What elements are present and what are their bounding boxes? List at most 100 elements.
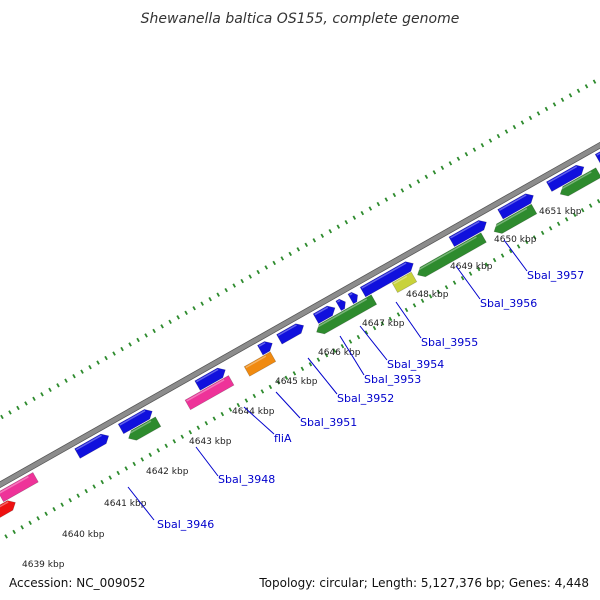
gene-label-leader	[359, 325, 388, 361]
inner-dot	[348, 339, 353, 344]
orange-gene-shine	[245, 355, 267, 369]
inner-dot	[420, 298, 425, 304]
inner-dot	[12, 529, 16, 535]
inner-dot	[548, 226, 553, 231]
forward-cds-shape	[359, 261, 414, 298]
outer-dot	[64, 378, 68, 383]
outer-dot	[104, 355, 108, 361]
inner-dot	[564, 217, 569, 222]
outer-dot	[80, 369, 84, 374]
outer-dot	[240, 278, 244, 284]
outer-dot	[256, 269, 260, 275]
outer-dot	[8, 410, 12, 415]
kbp-tick-label: 4639 kbp	[22, 560, 65, 570]
gene-label-leader	[339, 335, 365, 376]
inner-dot	[428, 294, 433, 299]
gene-label: Sbal_3951	[300, 416, 357, 429]
gene-label: Sbal_3956	[480, 297, 537, 310]
outer-dot	[136, 337, 140, 343]
forward-cds-shine	[361, 262, 407, 289]
inner-dot	[324, 353, 329, 358]
inner-dot	[84, 488, 88, 494]
gene-label-layer: Sbal_3946 Sbal_3948 fliA Sbal_3951 Sbal_3952…	[127, 239, 584, 531]
forward-cds	[335, 298, 346, 312]
kbp-tick-label: 4646 kbp	[318, 348, 361, 358]
magenta-gene-shine	[0, 476, 29, 494]
inner-dot	[260, 389, 265, 394]
reverse-cds	[315, 294, 378, 335]
inner-dot	[124, 466, 129, 471]
inner-dot	[268, 384, 273, 390]
kbp-tick-label: 4641 kbp	[104, 499, 147, 509]
inner-dot	[524, 239, 529, 245]
inner-dot	[236, 402, 241, 408]
outer-dot	[320, 233, 325, 238]
inner-dot	[20, 525, 24, 530]
reverse-cds-shape	[316, 294, 378, 335]
forward-cds-shine	[277, 324, 297, 337]
kbp-tick-label: 4645 kbp	[275, 377, 318, 387]
gene-label: Sbal_3948	[218, 473, 275, 486]
inner-dot	[356, 334, 361, 340]
outer-dot	[192, 306, 196, 311]
inner-dot	[332, 348, 337, 353]
outer-dot	[144, 333, 148, 338]
genome-backbone-layer	[0, 141, 600, 489]
inner-dot	[212, 416, 217, 421]
gene-label-leader	[307, 357, 338, 395]
inner-dot	[252, 393, 257, 399]
forward-cds	[347, 291, 358, 305]
inner-dot	[132, 461, 137, 467]
outer-dot	[208, 297, 212, 302]
kbp-tick-label: 4647 kbp	[362, 319, 405, 329]
forward-cds-shape	[448, 219, 487, 248]
forward-cds	[545, 164, 585, 192]
outer-dot	[152, 328, 156, 334]
reverse-cds	[127, 416, 162, 441]
inner-dot	[196, 425, 201, 430]
outer-dot	[520, 120, 525, 125]
inner-dot	[412, 303, 417, 308]
reverse-cds	[492, 203, 538, 234]
inner-dot	[28, 520, 32, 526]
outer-dot	[48, 387, 52, 392]
forward-cds	[359, 261, 414, 298]
reverse-cds-shape	[417, 232, 487, 278]
gene-label-leader	[195, 446, 219, 477]
inner-dot	[60, 502, 64, 507]
forward-cds-shape	[335, 298, 346, 312]
outer-dot	[528, 115, 533, 121]
forward-cds-shape	[257, 341, 273, 356]
reverse-cds	[558, 167, 600, 197]
inner-dot	[532, 235, 537, 240]
inner-dot	[92, 484, 96, 489]
reverse-cds-shine	[127, 420, 152, 436]
forward-cds-shine	[314, 306, 329, 316]
forward-cds-shape	[276, 323, 305, 345]
inner-dot	[364, 330, 369, 335]
reverse-cds	[416, 232, 487, 278]
forward-cds-shine	[196, 368, 219, 383]
outer-dot	[24, 401, 28, 406]
outer-dot	[40, 392, 44, 397]
inner-dot	[380, 321, 385, 326]
gene-label-leader	[275, 391, 301, 419]
magenta-gene-shape	[184, 375, 235, 411]
reverse-cds-shine	[492, 207, 528, 229]
outer-dot	[200, 301, 204, 306]
kbp-tick-label: 4643 kbp	[189, 437, 232, 447]
inner-dot	[76, 493, 80, 498]
inner-dot	[44, 511, 48, 516]
inner-dot	[404, 307, 409, 313]
inner-dot	[148, 452, 153, 458]
inner-dot	[468, 271, 473, 276]
outer-dot	[232, 283, 236, 288]
outer-dot	[216, 292, 220, 297]
outer-dot	[160, 324, 164, 329]
inner-dot	[228, 407, 233, 412]
outer-dot	[584, 84, 589, 89]
inner-dot	[308, 362, 313, 367]
inner-dot	[540, 230, 545, 236]
inner-dot	[372, 325, 377, 331]
